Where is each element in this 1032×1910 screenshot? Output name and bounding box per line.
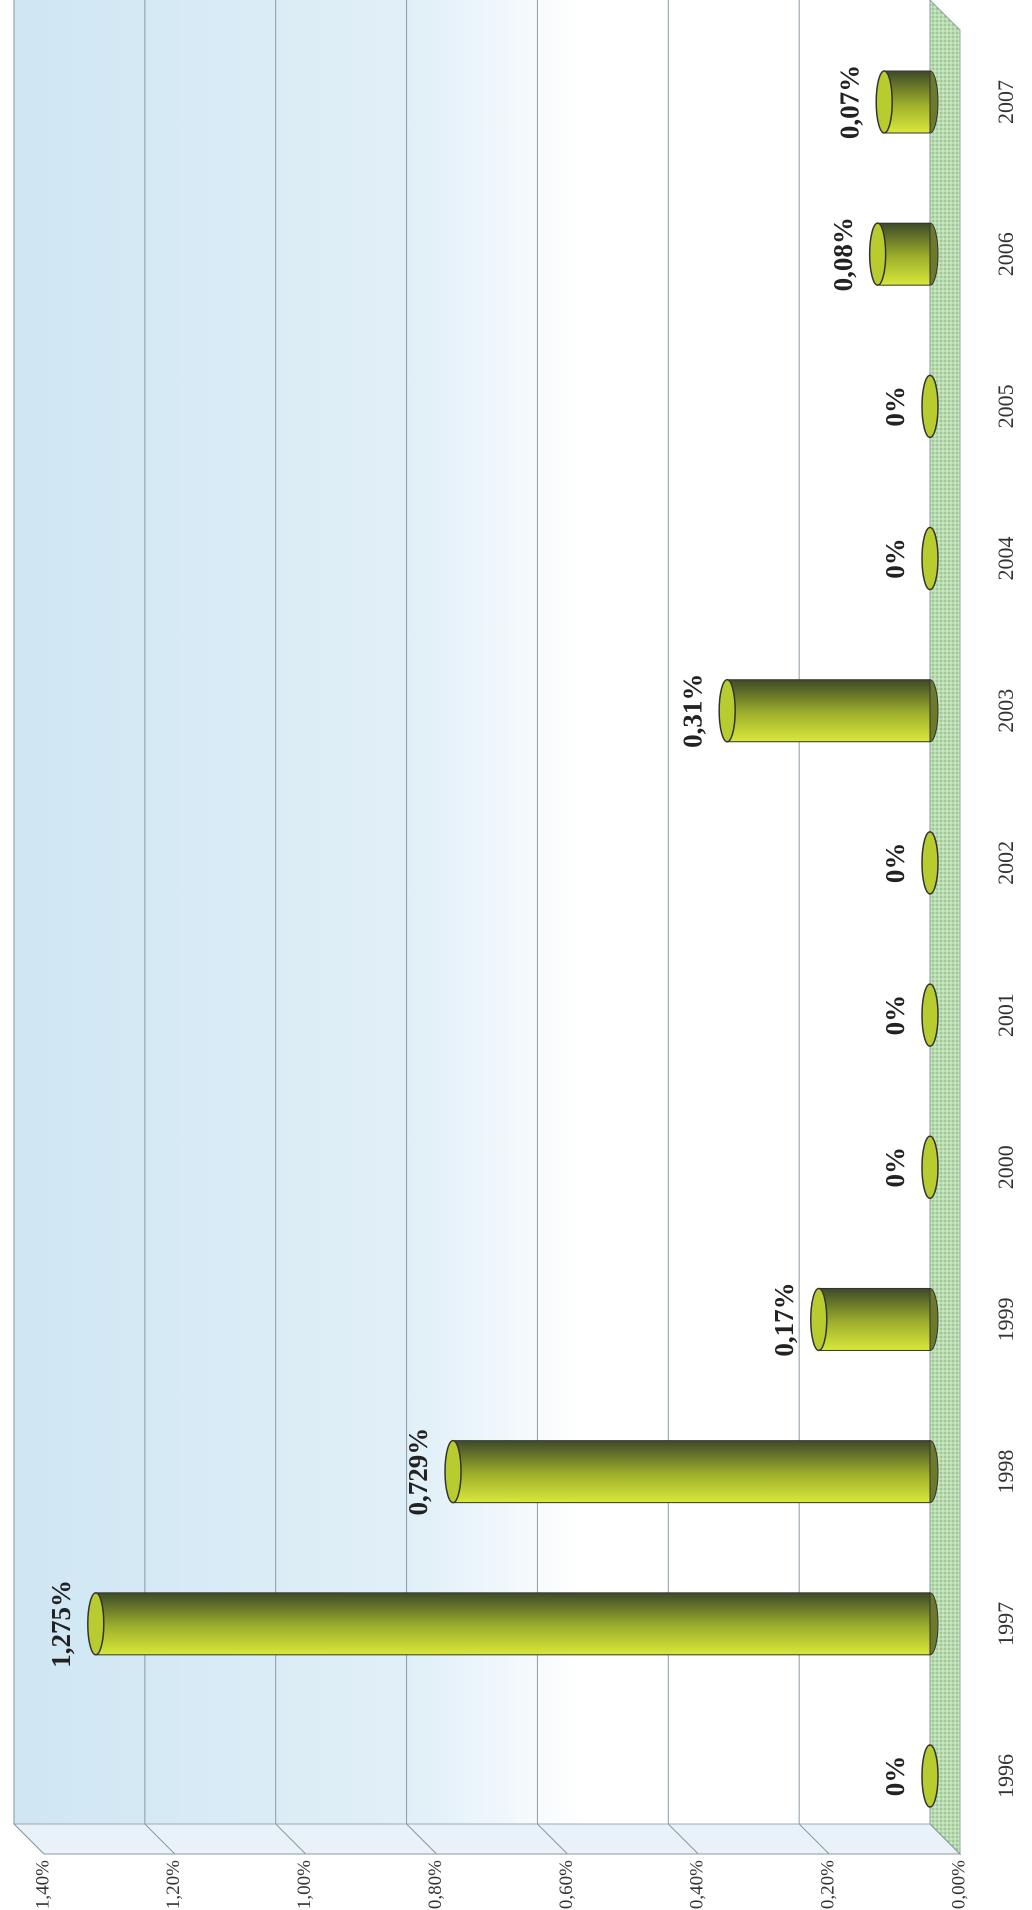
bar-top [444,1439,462,1504]
x-tick-label: 2002 [993,841,1018,885]
value-label: 0,31% [677,674,707,748]
bar-top [921,983,939,1047]
bar-top [868,222,887,286]
value-label: 0% [880,538,910,579]
tick-mark [929,1823,961,1855]
x-tick-label: 2007 [993,80,1018,124]
bar-top [921,1135,939,1200]
y-tick-label: 0,80% [425,1860,446,1909]
x-tick-label: 1997 [993,1602,1018,1646]
bar-top [87,1592,105,1656]
value-label: 0% [880,995,910,1035]
x-tick-label: 2005 [993,384,1018,428]
tick-mark [13,1823,45,1855]
y-tick-label: 1,40% [32,1860,53,1909]
x-tick-label: 1999 [993,1297,1018,1341]
tick-mark [275,1823,307,1855]
tick-mark [667,1823,699,1855]
bar-top [718,678,736,743]
x-tick-label: 1996 [993,1754,1018,1798]
x-tick-label: 1998 [993,1450,1018,1494]
value-label: 0,729% [403,1428,433,1516]
value-label: 0% [880,1147,910,1188]
tick-mark [537,1823,568,1855]
x-tick-label: 2004 [993,537,1018,581]
side-wall [12,1823,962,1855]
bar-top [921,1744,939,1808]
value-label: 0,17% [769,1282,799,1356]
bar-top [875,70,893,134]
x-tick-label: 2001 [993,993,1018,1037]
tick-mark [798,1823,830,1855]
bar-top [921,526,939,591]
bar [726,679,931,743]
bar-top [921,831,939,895]
y-tick-label: 0,00% [948,1860,969,1909]
y-tick-label: 0,40% [687,1860,708,1909]
value-label: 0,07% [834,65,864,139]
x-tick-label: 2003 [993,689,1018,733]
value-label: 0% [880,843,910,884]
value-label: 0,08% [828,217,858,291]
bar [452,1440,931,1504]
value-label: 1,275% [46,1580,76,1668]
x-tick-label: 2006 [993,232,1018,276]
y-tick-label: 0,20% [818,1860,839,1909]
bar-top [921,374,939,439]
value-label: 0% [880,386,910,427]
plot: 0,00% 0,20% 0,40% 0,60% 0,80% 1,00% 1,20% 1,40%… [12,0,1018,1909]
tick-mark [144,1823,176,1855]
value-label: 0% [880,1756,910,1797]
y-tick-label: 1,00% [294,1860,315,1909]
bar [95,1592,931,1656]
x-tick-label: 2000 [993,1145,1018,1189]
bar [818,1287,931,1351]
bar-top [810,1287,828,1352]
y-tick-label: 1,20% [163,1860,184,1909]
y-tick-label: 0,60% [556,1860,577,1909]
back-wall [14,0,930,1824]
tick-mark [406,1823,437,1855]
